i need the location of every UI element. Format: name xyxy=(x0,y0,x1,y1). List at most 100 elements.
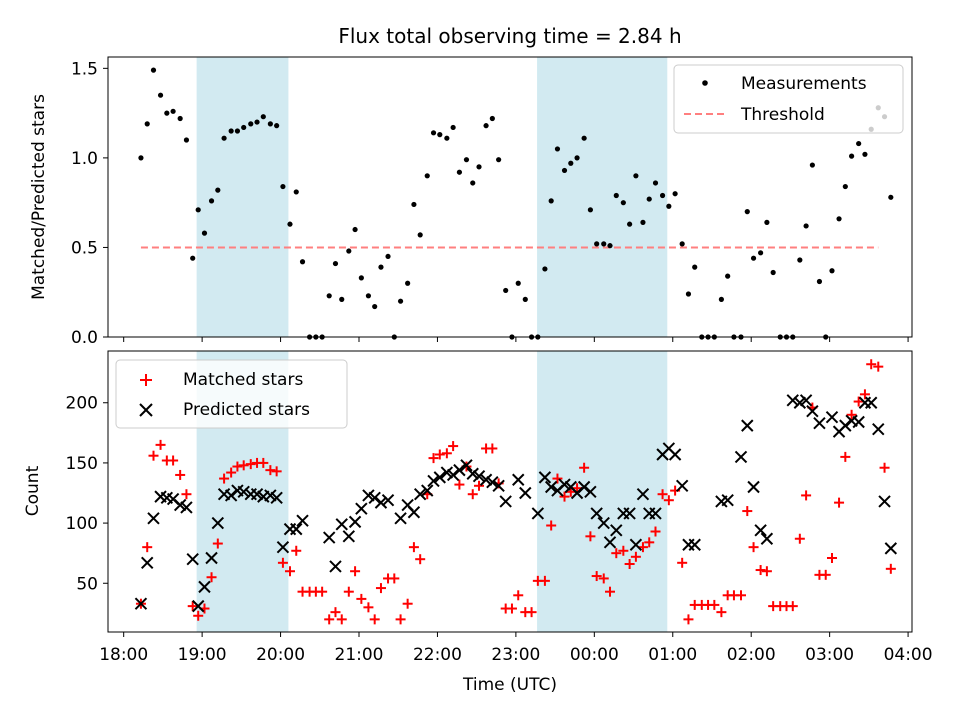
x-axis-label: Time (UTC) xyxy=(462,675,557,695)
matched-star-point xyxy=(375,583,386,594)
measurement-point xyxy=(842,183,848,190)
x-tick-label: 20:00 xyxy=(256,645,305,665)
measurement-point xyxy=(424,173,430,179)
predicted-star-point xyxy=(335,518,348,531)
measurement-point xyxy=(659,192,666,199)
matched-star-point xyxy=(579,462,590,473)
matched-star-point xyxy=(155,439,166,450)
measurement-point xyxy=(627,221,633,227)
measurement-point xyxy=(803,223,809,229)
x-tick-label: 03:00 xyxy=(805,645,854,665)
matched-star-point xyxy=(277,557,288,568)
measurement-point xyxy=(417,232,423,238)
y-tick-label: 100 xyxy=(66,514,98,534)
measurement-point xyxy=(150,67,157,73)
matched-star-point xyxy=(826,552,837,563)
measurement-point xyxy=(758,250,764,256)
measurement-point xyxy=(764,219,770,225)
predicted-star-point xyxy=(577,480,591,494)
matched-star-point xyxy=(324,614,335,625)
predicted-star-point xyxy=(865,396,878,409)
predicted-star-point xyxy=(799,394,813,407)
predicted-star-point xyxy=(538,471,552,484)
measurement-point xyxy=(299,259,306,265)
measurement-point xyxy=(888,194,894,200)
predicted-star-point xyxy=(636,488,650,501)
legend-measurements-marker xyxy=(702,80,708,86)
predicted-star-point xyxy=(878,495,891,508)
predicted-star-point xyxy=(368,491,381,505)
matched-star-point xyxy=(271,466,282,477)
matched-star-point xyxy=(363,602,374,613)
matched-star-point xyxy=(801,490,812,501)
predicted-star-point xyxy=(453,463,466,477)
x-tick-label: 00:00 xyxy=(570,645,619,665)
measurement-point xyxy=(836,216,842,222)
legend-predicted-label: Predicted stars xyxy=(183,400,310,420)
predicted-star-point xyxy=(355,502,368,515)
measurement-point xyxy=(816,278,823,285)
predicted-star-point xyxy=(623,507,636,520)
predicted-star-point xyxy=(446,468,460,482)
measurement-point xyxy=(234,128,241,134)
matched-star-point xyxy=(716,607,727,618)
matched-star-point xyxy=(565,486,576,497)
matched-star-point xyxy=(611,548,622,559)
measurement-point xyxy=(489,115,495,122)
matched-star-point xyxy=(866,359,877,370)
measurement-point xyxy=(476,164,482,170)
measurement-point xyxy=(332,260,339,267)
predicted-star-point xyxy=(329,560,342,573)
measurement-point xyxy=(293,189,299,195)
x-tick-label: 18:00 xyxy=(99,645,148,665)
matched-star-point xyxy=(879,462,890,473)
y-tick-label: 0.5 xyxy=(71,238,98,258)
measurement-point xyxy=(267,121,273,127)
matched-star-point xyxy=(291,545,302,556)
measurement-point xyxy=(470,180,476,186)
x-tick-label: 02:00 xyxy=(727,645,776,665)
matched-star-point xyxy=(181,489,192,500)
measurement-point xyxy=(365,293,372,299)
measurement-point xyxy=(157,92,164,98)
matched-star-point xyxy=(709,599,720,610)
predicted-star-point xyxy=(675,479,689,492)
matched-star-point xyxy=(245,459,256,470)
matched-star-point xyxy=(232,461,243,472)
matched-star-point xyxy=(428,453,439,464)
matched-star-point xyxy=(546,520,557,531)
predicted-star-point xyxy=(322,531,336,544)
matched-star-point xyxy=(630,551,641,562)
predicted-star-point xyxy=(374,496,388,509)
top-legend-box xyxy=(673,64,904,134)
matched-star-point xyxy=(820,569,831,580)
matched-star-point xyxy=(226,467,237,478)
shaded-band-2 xyxy=(537,57,668,337)
predicted-star-point xyxy=(296,514,309,527)
predicted-star-point xyxy=(839,419,852,432)
matched-star-point xyxy=(317,586,328,597)
matched-star-point xyxy=(148,450,159,461)
y-tick-label: 1.0 xyxy=(71,149,98,169)
measurement-point xyxy=(280,183,286,190)
measurement-point xyxy=(254,119,260,125)
predicted-star-point xyxy=(421,484,434,497)
measurement-point xyxy=(378,264,384,270)
bottom-plot-frame xyxy=(107,350,913,633)
measurement-point xyxy=(215,187,221,193)
bottom-legend-box xyxy=(115,359,348,429)
measurement-point xyxy=(164,110,170,116)
matched-star-point xyxy=(212,538,223,549)
legend-matched-label: Matched stars xyxy=(183,370,303,390)
predicted-star-point xyxy=(433,471,447,484)
matched-star-point xyxy=(343,586,354,597)
predicted-star-point xyxy=(290,522,303,536)
matched-star-point xyxy=(618,545,629,556)
measurement-point xyxy=(718,296,724,302)
top-y-axis-label: Matched/Predicted stars xyxy=(29,94,49,300)
measurement-point xyxy=(522,296,528,302)
measurement-point xyxy=(554,146,561,152)
matched-star-point xyxy=(265,465,276,476)
matched-star-point xyxy=(395,614,406,625)
